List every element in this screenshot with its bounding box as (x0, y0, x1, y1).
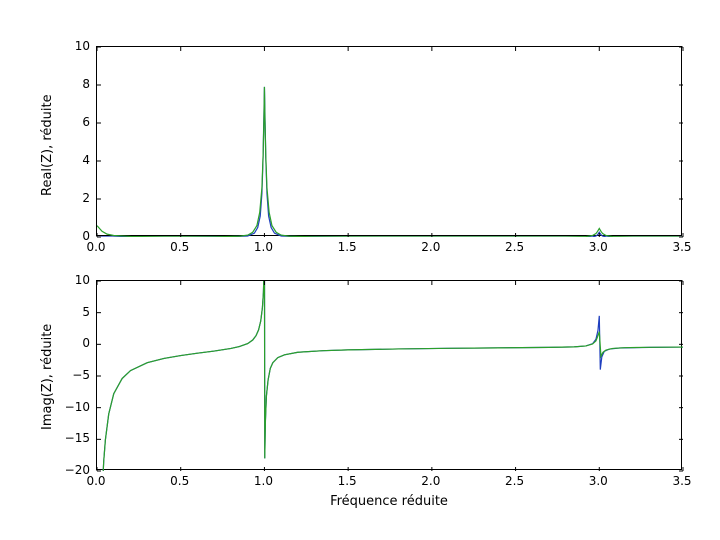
ytick-label: 2 (82, 191, 90, 205)
ylabel-bottom: Imag(Z), réduite (40, 324, 55, 430)
ytick-label: −10 (65, 400, 90, 414)
ytick-label: −15 (65, 431, 90, 445)
ytick-label: −20 (65, 463, 90, 477)
xtick-label: 0.5 (170, 240, 189, 254)
xtick-label: 0.5 (170, 474, 189, 488)
ytick-label: 0 (82, 229, 90, 243)
xtick-label: 1.0 (254, 240, 273, 254)
ytick-label: 6 (82, 115, 90, 129)
series-top-green (97, 87, 683, 237)
xtick-label: 2.0 (421, 240, 440, 254)
ytick-label: 10 (75, 273, 90, 287)
ytick-label: 4 (82, 153, 90, 167)
xtick-label: 3.5 (672, 474, 691, 488)
xtick-label: 3.5 (672, 240, 691, 254)
xtick-label: 1.5 (338, 474, 357, 488)
xtick-label: 2.5 (505, 240, 524, 254)
axes-bottom (96, 280, 682, 470)
axes-top (96, 46, 682, 236)
ytick-label: 5 (82, 305, 90, 319)
xtick-label: 1.0 (254, 474, 273, 488)
ytick-label: 10 (75, 39, 90, 53)
ytick-label: 8 (82, 77, 90, 91)
xtick-label: 3.0 (589, 240, 608, 254)
ytick-label: −5 (72, 368, 90, 382)
ytick-label: 0 (82, 336, 90, 350)
xtick-label: 2.5 (505, 474, 524, 488)
plot-svg-bottom (97, 281, 683, 471)
xtick-label: 2.0 (421, 474, 440, 488)
ylabel-top: Real(Z), réduite (40, 94, 55, 196)
xtick-label: 1.5 (338, 240, 357, 254)
figure: 0.00.51.01.52.02.53.03.50246810Real(Z), … (0, 0, 720, 540)
xtick-label: 3.0 (589, 474, 608, 488)
series-top-blue (97, 87, 683, 237)
xlabel-bottom: Fréquence réduite (330, 494, 448, 509)
plot-svg-top (97, 47, 683, 237)
